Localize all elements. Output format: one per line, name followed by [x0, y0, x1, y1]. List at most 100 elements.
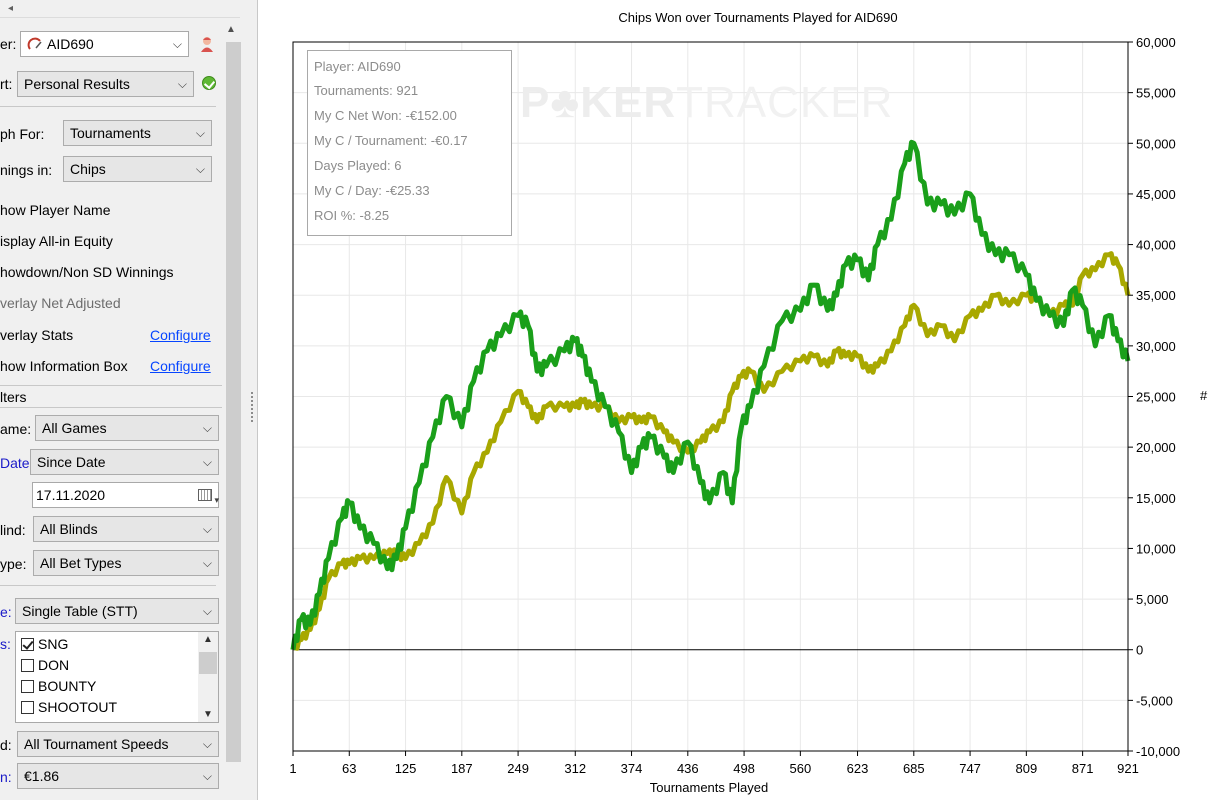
- y-axis-label: #: [1200, 388, 1208, 403]
- info-days-played: Days Played: 6: [314, 158, 402, 173]
- y-tick-label: 20,000: [1136, 440, 1176, 455]
- list-item-label: SNG: [38, 636, 69, 652]
- filters-header: lters: [0, 389, 27, 405]
- x-tick-label: 871: [1072, 761, 1094, 776]
- chevron-down-icon[interactable]: ⌵: [202, 455, 212, 469]
- checkbox-checked-icon[interactable]: [21, 638, 34, 651]
- game-select[interactable]: All Games ⌵: [35, 415, 219, 441]
- calendar-icon[interactable]: ▾: [198, 489, 219, 505]
- chevron-down-icon[interactable]: ⌵: [202, 421, 212, 435]
- pokertracker-watermark: P♣KERTRACKER: [520, 78, 894, 127]
- scroll-up-icon[interactable]: ▲: [203, 634, 213, 645]
- info-per-tournament: My C / Tournament: -€0.17: [314, 133, 468, 148]
- blind-select[interactable]: All Blinds ⌵: [33, 516, 219, 542]
- chevron-down-icon[interactable]: ⌵: [202, 737, 212, 751]
- divider: [0, 385, 222, 386]
- graph-for-label: ph For:: [0, 126, 45, 142]
- chevron-down-icon[interactable]: ⌵: [195, 126, 205, 140]
- chevron-down-icon[interactable]: ⌵: [195, 162, 205, 176]
- player-icon[interactable]: [200, 36, 214, 52]
- info-roi: ROI %: -8.25: [314, 208, 390, 223]
- divider: [0, 585, 216, 586]
- x-tick-label: 312: [564, 761, 586, 776]
- y-tick-label: -5,000: [1136, 693, 1173, 708]
- series-line-1: [290, 251, 1131, 651]
- option-show-information-box[interactable]: how Information Box: [0, 358, 128, 374]
- blind-value: All Blinds: [40, 521, 98, 537]
- bet-type-select[interactable]: All Bet Types ⌵: [33, 550, 219, 576]
- x-tick-label: 747: [959, 761, 981, 776]
- option-show-player-name[interactable]: how Player Name: [0, 202, 111, 218]
- y-tick-label: -10,000: [1136, 744, 1180, 759]
- option-overlay-stats[interactable]: verlay Stats: [0, 327, 74, 343]
- series-line-0: [290, 139, 1131, 651]
- configure-info-box-link[interactable]: Configure: [150, 358, 211, 374]
- checkbox-icon[interactable]: [21, 659, 34, 672]
- option-showdown-winnings[interactable]: howdown/Non SD Winnings: [0, 264, 174, 280]
- checkbox-icon[interactable]: [21, 680, 34, 693]
- ace-card-icon: [27, 37, 42, 50]
- tournament-type-list[interactable]: SNG DON BOUNTY SHOOTOUT ▲ ▼: [15, 631, 219, 723]
- horizontal-scrollbar[interactable]: ◂: [0, 0, 240, 18]
- list-item-shootout[interactable]: SHOOTOUT: [21, 697, 117, 717]
- scroll-thumb[interactable]: [199, 652, 217, 674]
- y-tick-label: 55,000: [1136, 86, 1176, 101]
- option-overlay-net-adjusted: verlay Net Adjusted: [0, 295, 121, 311]
- player-label: er:: [0, 36, 17, 52]
- chevron-down-icon[interactable]: ⌵: [202, 522, 212, 536]
- list-item-bounty[interactable]: BOUNTY: [21, 676, 96, 696]
- x-tick-label: 921: [1117, 761, 1139, 776]
- date-value: 17.11.2020: [36, 487, 106, 503]
- vertical-scrollbar[interactable]: ▲: [223, 22, 243, 762]
- x-tick-label: 498: [733, 761, 755, 776]
- list-scrollbar[interactable]: ▲ ▼: [198, 632, 218, 722]
- graph-for-value: Tournaments: [70, 125, 151, 141]
- graph-for-select[interactable]: Tournaments ⌵: [63, 120, 212, 146]
- winnings-in-select[interactable]: Chips ⌵: [63, 156, 212, 182]
- list-item-don[interactable]: DON: [21, 655, 69, 675]
- scroll-thumb[interactable]: [226, 42, 241, 762]
- report-select[interactable]: Personal Results ⌵: [17, 71, 194, 97]
- info-tournaments: Tournaments: 921: [314, 83, 419, 98]
- y-tick-label: 30,000: [1136, 339, 1176, 354]
- info-per-day: My C / Day: -€25.33: [314, 183, 430, 198]
- speed-select[interactable]: All Tournament Speeds ⌵: [17, 731, 219, 757]
- info-net-won: My C Net Won: -€152.00: [314, 108, 457, 123]
- chevron-down-icon[interactable]: ⌵: [202, 604, 212, 618]
- winnings-in-label: nings in:: [0, 162, 53, 178]
- chevron-down-icon[interactable]: ⌵: [172, 37, 182, 51]
- splitter-grip-icon[interactable]: [251, 392, 253, 422]
- date-select[interactable]: Since Date ⌵: [30, 449, 219, 475]
- scroll-left-icon[interactable]: ◂: [8, 3, 14, 14]
- x-tick-label: 249: [507, 761, 529, 776]
- checkbox-icon[interactable]: [21, 701, 34, 714]
- table-type-value: Single Table (STT): [22, 603, 138, 619]
- option-display-allin-equity[interactable]: isplay All-in Equity: [0, 233, 113, 249]
- list-item-sng[interactable]: SNG: [21, 634, 68, 654]
- table-type-select[interactable]: Single Table (STT) ⌵: [15, 598, 219, 624]
- speed-value: All Tournament Speeds: [24, 736, 169, 752]
- player-select[interactable]: AID690 ⌵: [20, 31, 189, 57]
- configure-overlay-stats-link[interactable]: Configure: [150, 327, 211, 343]
- scroll-up-icon[interactable]: ▲: [226, 24, 236, 35]
- axes: 1 63 125 187 249 312 374 436 498 560 623 685 747 809 8…: [289, 35, 1180, 776]
- chart-title: Chips Won over Tournaments Played for AI…: [258, 10, 1220, 25]
- y-tick-label: 50,000: [1136, 136, 1176, 151]
- chevron-down-icon[interactable]: ⌵: [202, 556, 212, 570]
- table-type-label: e:: [0, 604, 12, 620]
- panel-splitter[interactable]: [246, 0, 258, 800]
- scroll-down-icon[interactable]: ▼: [203, 709, 213, 720]
- game-value: All Games: [42, 420, 107, 436]
- y-tick-label: 40,000: [1136, 238, 1176, 253]
- chart-area: Chips Won over Tournaments Played for AI…: [258, 0, 1220, 800]
- date-label: Date:: [0, 455, 34, 471]
- date-input[interactable]: 17.11.2020 ▾: [32, 482, 219, 508]
- chevron-down-icon[interactable]: ⌵: [202, 769, 212, 783]
- y-tick-label: 35,000: [1136, 288, 1176, 303]
- chevron-down-icon[interactable]: ⌵: [177, 77, 187, 91]
- y-tick-label: 60,000: [1136, 35, 1176, 50]
- x-tick-label: 436: [677, 761, 699, 776]
- buyin-select[interactable]: €1.86 ⌵: [17, 763, 219, 789]
- bet-type-value: All Bet Types: [40, 555, 122, 571]
- divider: [0, 106, 216, 107]
